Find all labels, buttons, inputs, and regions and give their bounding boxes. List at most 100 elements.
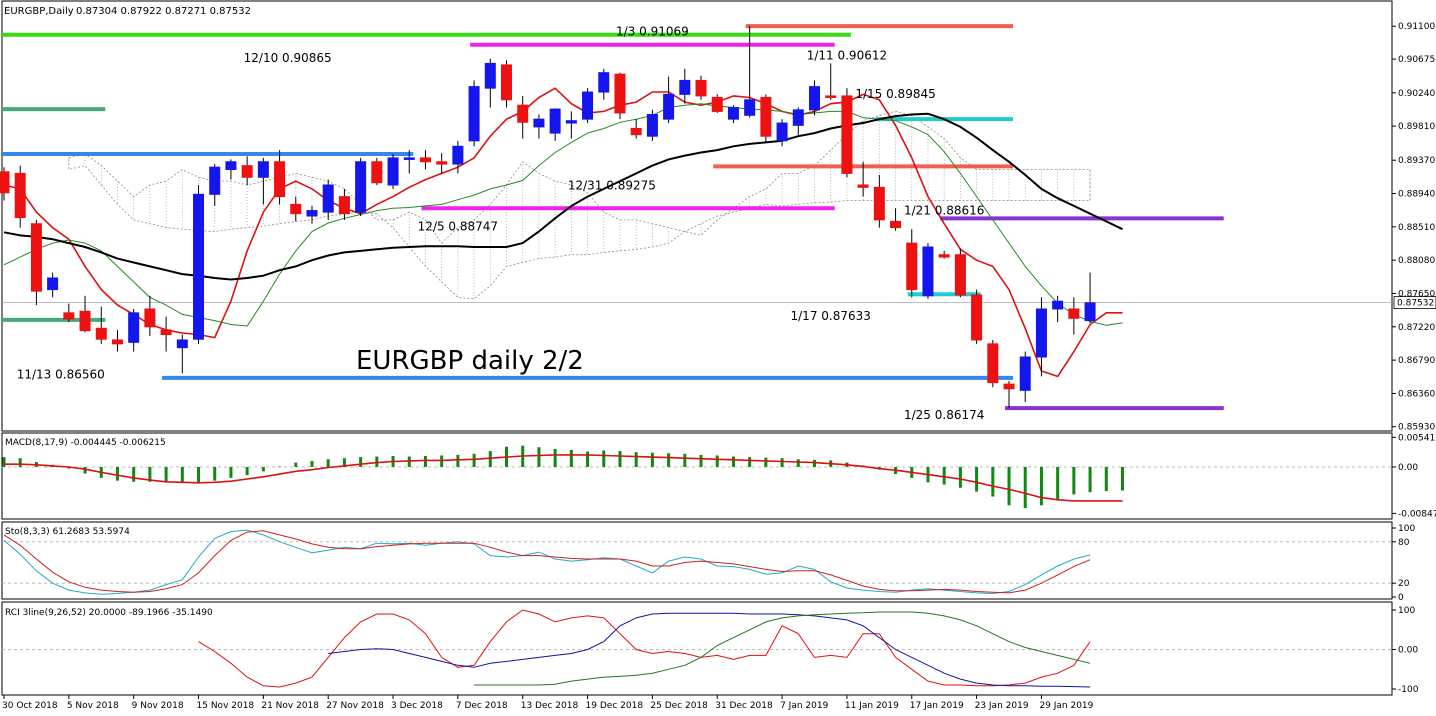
price-tick-label: 0.86360 — [1398, 389, 1435, 399]
candle-body — [160, 329, 172, 336]
candle-body — [760, 96, 772, 137]
price-panel-frame — [1, 0, 1393, 432]
macd-tick-label: 0.00 — [1398, 463, 1418, 473]
candle-body — [452, 145, 464, 165]
x-tick-label: 23 Jan 2019 — [975, 701, 1029, 711]
candle-body — [954, 254, 966, 296]
price-annotation: 1/11 0.90612 — [807, 48, 887, 62]
candle-body — [1019, 356, 1031, 391]
candle-body — [809, 86, 820, 111]
candle-body — [176, 339, 188, 349]
rsi-tick-label: 0.00 — [1398, 646, 1418, 656]
x-axis: 30 Oct 2018 5 Nov 2018 9 Nov 2018 15 Nov 20… — [2, 695, 1094, 711]
x-tick-label: 9 Nov 2018 — [132, 701, 184, 711]
rsi-mid-line — [328, 612, 1091, 688]
x-tick-label: 13 Dec 2018 — [521, 701, 579, 711]
candle-body — [257, 161, 269, 178]
stochastic-panel-frame — [1, 521, 1393, 600]
candle-body — [565, 120, 577, 124]
candle-body — [1035, 308, 1047, 358]
candle-body — [468, 86, 480, 142]
rsi-tick-label: 100 — [1398, 606, 1415, 616]
x-tick-label: 31 Dec 2018 — [715, 701, 773, 711]
price-tick-label: 0.90675 — [1398, 55, 1435, 65]
candle-body — [890, 220, 902, 229]
stochastic-header: Sto(8,3,3) 61.2683 53.5974 — [5, 527, 130, 537]
price-tick-label: 0.88940 — [1398, 190, 1435, 200]
candle-body — [387, 157, 399, 186]
x-tick-label: 29 Jan 2019 — [1039, 701, 1093, 711]
chart-symbol: EURGBP,Daily — [4, 6, 74, 17]
candle-body — [501, 64, 513, 101]
candle-body — [695, 79, 707, 97]
price-annotation: 11/13 0.86560 — [17, 368, 105, 382]
candle-body — [663, 93, 675, 120]
price-tick-label: 0.88080 — [1398, 256, 1435, 266]
price-annotation: 1/3 0.91069 — [616, 24, 689, 38]
ma-slow — [3, 112, 1123, 281]
ma-fast — [3, 87, 1123, 378]
rsi-fast-line — [198, 609, 1091, 688]
candle-body — [744, 99, 756, 116]
chart-ohlc: 0.87304 0.87922 0.87271 0.87532 — [76, 6, 251, 17]
candle-body — [922, 246, 934, 297]
candle-body — [225, 161, 237, 171]
stochastic-tick-label: 20 — [1398, 579, 1410, 589]
macd-panel-frame — [1, 432, 1393, 520]
candle-body — [630, 127, 642, 136]
candle-body — [322, 184, 334, 213]
candle-body — [971, 294, 983, 341]
stochastic-tick-label: 80 — [1398, 538, 1410, 548]
candle-body — [193, 193, 205, 340]
price-panel: 0.91100 0.90675 0.90240 0.89810 0.89370 0.889… — [0, 0, 1436, 433]
candle-body — [873, 186, 885, 221]
x-tick-label: 5 Nov 2018 — [67, 701, 119, 711]
rsi-tick-label: -100 — [1398, 685, 1419, 695]
macd-tick-label: -0.008478 — [1398, 509, 1436, 519]
candle-body — [47, 277, 59, 291]
price-tick-label: 0.87220 — [1398, 323, 1435, 333]
macd-signal-line — [4, 454, 1123, 502]
candle-body — [355, 161, 367, 213]
candle-body — [209, 166, 221, 195]
candle-body — [792, 109, 804, 126]
candle-body — [14, 172, 26, 219]
price-annotation: 12/5 0.88747 — [418, 220, 498, 234]
stochastic-tick-label: 0 — [1398, 593, 1404, 603]
rsi-panel: 100 0.00 -100 — [1, 601, 1419, 696]
candle-body — [371, 161, 383, 184]
rsi-header: RCI 3line(9,26,52) 20.0000 -89.1966 -35.… — [5, 608, 213, 618]
price-annotation: 1/25 0.86174 — [904, 408, 984, 422]
x-tick-label: 30 Oct 2018 — [2, 701, 58, 711]
price-annotation: 1/15 0.89845 — [855, 87, 935, 101]
candle-body — [727, 107, 739, 120]
candle-body — [0, 171, 10, 194]
price-annotation: 12/31 0.89275 — [568, 179, 656, 193]
rsi-panel-frame — [1, 601, 1393, 696]
candle-body — [938, 254, 950, 258]
stochastic-tick-label: 100 — [1398, 524, 1415, 534]
current-price-box — [1393, 296, 1436, 310]
candle-body — [1084, 302, 1096, 322]
candle-body — [274, 161, 286, 198]
x-tick-label: 15 Nov 2018 — [197, 701, 255, 711]
x-tick-label: 19 Dec 2018 — [586, 701, 644, 711]
candle-body — [517, 104, 529, 123]
rsi-slow-line — [474, 611, 1091, 686]
x-tick-label: 17 Jan 2019 — [910, 701, 964, 711]
candle-body — [436, 161, 448, 165]
candle-body — [857, 184, 869, 188]
candle-body — [841, 95, 853, 174]
candle-body — [290, 203, 302, 215]
price-tick-label: 0.85930 — [1398, 423, 1435, 433]
price-tick-label: 0.89810 — [1398, 122, 1435, 132]
price-annotation: 1/21 0.88616 — [904, 203, 984, 217]
macd-panel: 0.005412 0.00 -0.008478 — [1, 432, 1436, 520]
candle-body — [906, 242, 918, 291]
candle-body — [825, 95, 837, 98]
candle-body — [598, 72, 610, 93]
price-tick-label: 0.88510 — [1398, 223, 1435, 233]
candle-body — [711, 96, 723, 112]
macd-tick-label: 0.005412 — [1398, 433, 1436, 443]
